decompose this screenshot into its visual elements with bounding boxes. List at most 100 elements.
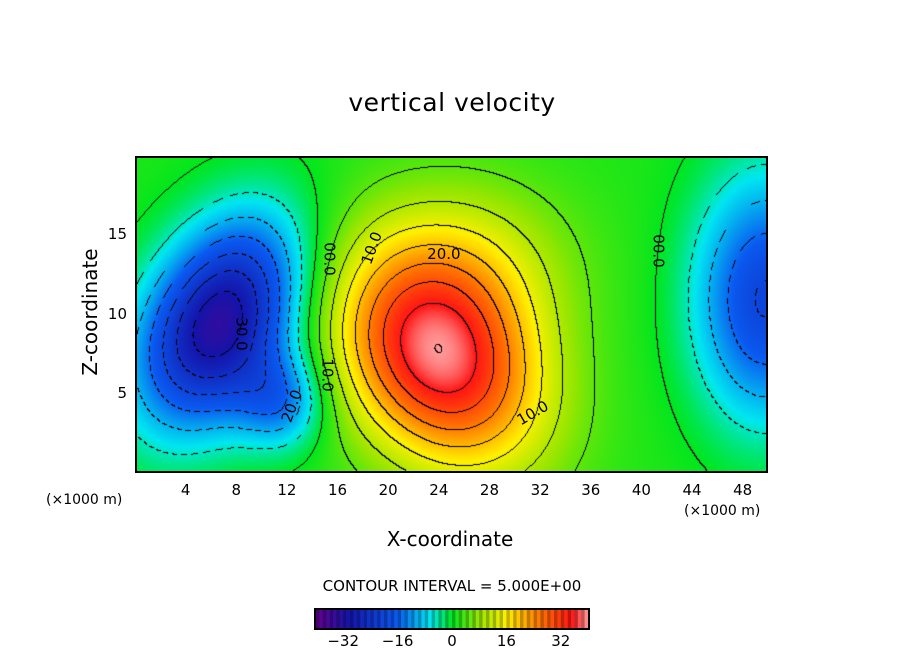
- colorbar-swatch: [445, 610, 449, 628]
- contour-label: 00.0: [320, 242, 339, 276]
- colorbar-swatch: [472, 610, 477, 628]
- colorbar-swatch: [496, 610, 500, 628]
- colorbar-swatch: [462, 610, 466, 628]
- colorbar-swatch: [567, 610, 572, 628]
- colorbar-swatch: [455, 610, 460, 628]
- colorbar-swatch: [333, 610, 337, 628]
- colorbar-swatch: [509, 610, 514, 628]
- colorbar-swatch: [448, 610, 453, 628]
- colorbar-swatch: [465, 610, 470, 628]
- colorbar-swatch: [564, 610, 568, 628]
- colorbar-swatch: [554, 610, 558, 628]
- x-tick-label: 20: [378, 481, 398, 499]
- x-tick-label: 8: [231, 481, 242, 499]
- colorbar-swatch: [394, 610, 398, 628]
- colorbar-swatch: [418, 610, 422, 628]
- colorbar-swatch: [390, 610, 395, 628]
- colorbar-frame: [314, 608, 590, 630]
- colorbar-tick-label: −16: [381, 632, 414, 650]
- colorbar-swatch: [373, 610, 378, 628]
- colorbar-swatch: [421, 610, 426, 628]
- contour-label: 30.0: [232, 316, 251, 351]
- chart-title: vertical velocity: [348, 88, 556, 117]
- colorbar-swatch: [350, 610, 354, 628]
- y-tick-label: 15: [107, 225, 127, 244]
- colorbar-tick-label: 16: [496, 632, 516, 650]
- colorbar-swatch: [387, 610, 392, 628]
- colorbar-swatch: [319, 610, 324, 628]
- colorbar-swatch: [526, 610, 531, 628]
- colorbar-swatch: [353, 610, 358, 628]
- colorbar-swatch: [530, 610, 534, 628]
- colorbar-swatch: [557, 610, 562, 628]
- colorbar-swatch: [424, 610, 429, 628]
- colorbar-swatch: [411, 610, 415, 628]
- colorbar-swatch: [543, 610, 548, 628]
- colorbar-swatch: [489, 610, 494, 628]
- colorbar-swatch: [513, 610, 517, 628]
- colorbar-swatch: [577, 610, 582, 628]
- contour-label: 20.0: [427, 245, 461, 264]
- contour-interval-text: CONTOUR INTERVAL = 5.000E+00: [322, 577, 582, 595]
- colorbar-tick-label: −32: [327, 632, 360, 650]
- colorbar-swatch: [540, 610, 545, 628]
- colorbar-swatch: [380, 610, 385, 628]
- x-tick-label: 28: [479, 481, 500, 499]
- x-axis-label: X-coordinate: [386, 527, 514, 551]
- y-axis-label: Z-coordinate: [78, 248, 102, 376]
- colorbar-swatch: [458, 610, 463, 628]
- colorbar-swatch: [547, 610, 551, 628]
- colorbar-swatch: [329, 610, 334, 628]
- colorbar-swatch: [584, 610, 589, 628]
- colorbar-swatch: [581, 610, 585, 628]
- colorbar-swatch: [571, 610, 575, 628]
- colorbar-swatch: [356, 610, 361, 628]
- x-tick-label: 48: [733, 481, 753, 499]
- y-tick-label: 10: [107, 304, 127, 323]
- colorbar-swatch: [377, 610, 381, 628]
- colorbar-swatch: [520, 610, 524, 628]
- plot-area: [135, 156, 768, 473]
- colorbar-swatch: [469, 610, 473, 628]
- x-unit-left: (×1000 m): [46, 492, 123, 508]
- x-tick-label: 44: [682, 481, 702, 499]
- contour-label: 10.0: [318, 358, 337, 392]
- colorbar: [314, 608, 590, 630]
- colorbar-swatch: [537, 610, 541, 628]
- colorbar-swatch: [336, 610, 341, 628]
- x-tick-label: 24: [429, 481, 449, 499]
- colorbar-swatch: [363, 610, 368, 628]
- colorbar-swatch: [404, 610, 409, 628]
- colorbar-swatch: [438, 610, 443, 628]
- colorbar-swatch: [322, 610, 327, 628]
- x-tick-label: 36: [581, 481, 601, 499]
- colorbar-swatch: [479, 610, 483, 628]
- colorbar-swatch: [435, 610, 439, 628]
- colorbar-swatch: [452, 610, 456, 628]
- colorbar-swatch: [482, 610, 487, 628]
- colorbar-swatch: [360, 610, 364, 628]
- colorbar-swatch: [523, 610, 528, 628]
- colorbar-swatch: [370, 610, 375, 628]
- colorbar-swatch: [486, 610, 490, 628]
- x-unit-right: (×1000 m): [684, 503, 761, 519]
- colorbar-tick-label: 32: [551, 632, 571, 650]
- colorbar-swatch: [550, 610, 555, 628]
- colorbar-swatch: [407, 610, 412, 628]
- colorbar-swatch: [401, 610, 405, 628]
- colorbar-swatch: [397, 610, 402, 628]
- colorbar-swatch: [499, 610, 504, 628]
- colorbar-swatch: [414, 610, 419, 628]
- colorbar-swatch: [343, 610, 347, 628]
- colorbar-swatch: [475, 610, 480, 628]
- x-tick-label: 16: [328, 481, 348, 499]
- colorbar-swatch: [367, 610, 371, 628]
- colorbar-swatch: [533, 610, 538, 628]
- colorbar-swatch: [574, 610, 579, 628]
- colorbar-swatch: [339, 610, 344, 628]
- colorbar-swatch: [503, 610, 507, 628]
- colorbar-swatch: [516, 610, 521, 628]
- x-tick-label: 32: [530, 481, 550, 499]
- colorbar-swatch: [441, 610, 446, 628]
- colorbar-swatch: [560, 610, 565, 628]
